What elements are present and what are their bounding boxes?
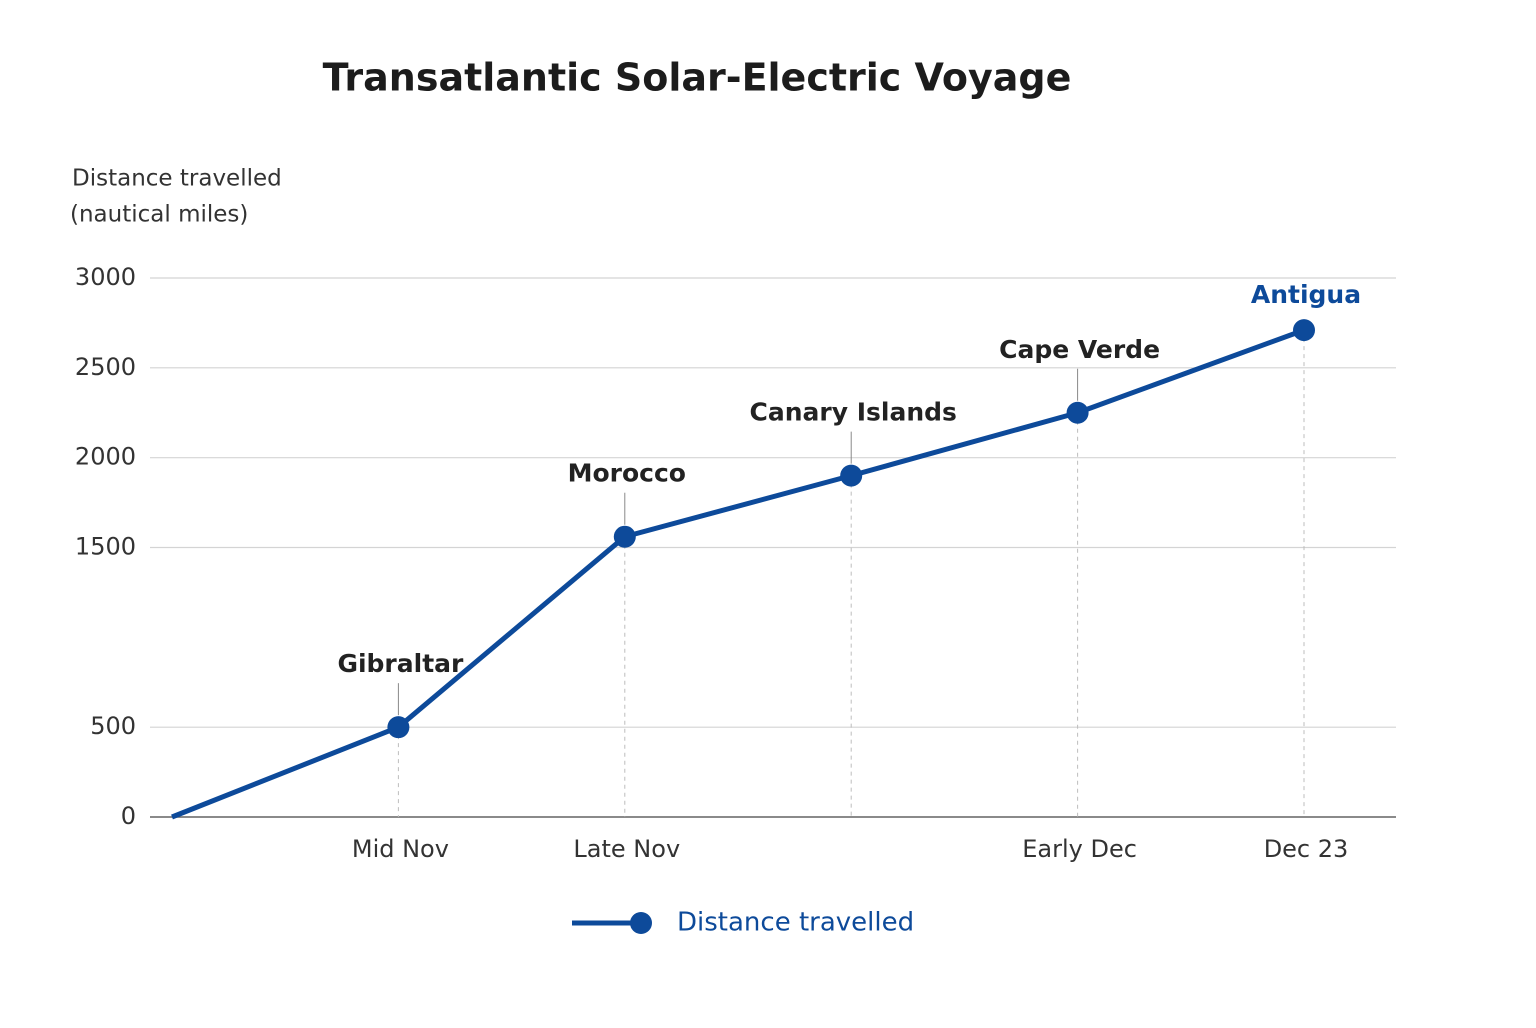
annotation: Canary Islands [749,398,956,427]
data-point [1293,319,1315,342]
legend-swatch [630,912,652,934]
y-tick-label: 1500 [75,533,136,561]
data-point [387,716,410,739]
y-tick-label: 3000 [75,263,136,291]
annotation: Antigua [1251,280,1361,309]
chart-title: Transatlantic Solar-Electric Voyage [323,56,1072,100]
y-tick-label: 2500 [75,353,136,381]
y-axis-label: (nautical miles) [70,202,248,228]
data-point [613,525,636,548]
data-point [840,464,863,487]
y-tick-label: 500 [90,712,136,740]
y-tick-label: 2000 [75,443,136,471]
annotation: Cape Verde [999,335,1160,364]
annotation: Gibraltar [337,649,464,678]
series-line [171,327,1305,820]
y-axis-label: Distance travelled [72,166,282,192]
x-tick-label: Mid Nov [352,835,449,863]
x-tick-label: Dec 23 [1264,835,1349,863]
data-point [1066,401,1089,424]
x-tick-label: Late Nov [573,835,680,863]
annotation: Morocco [568,459,686,488]
y-tick-label: 0 [121,802,136,830]
legend-label: Distance travelled [677,908,914,938]
x-tick-label: Early Dec [1022,835,1137,863]
